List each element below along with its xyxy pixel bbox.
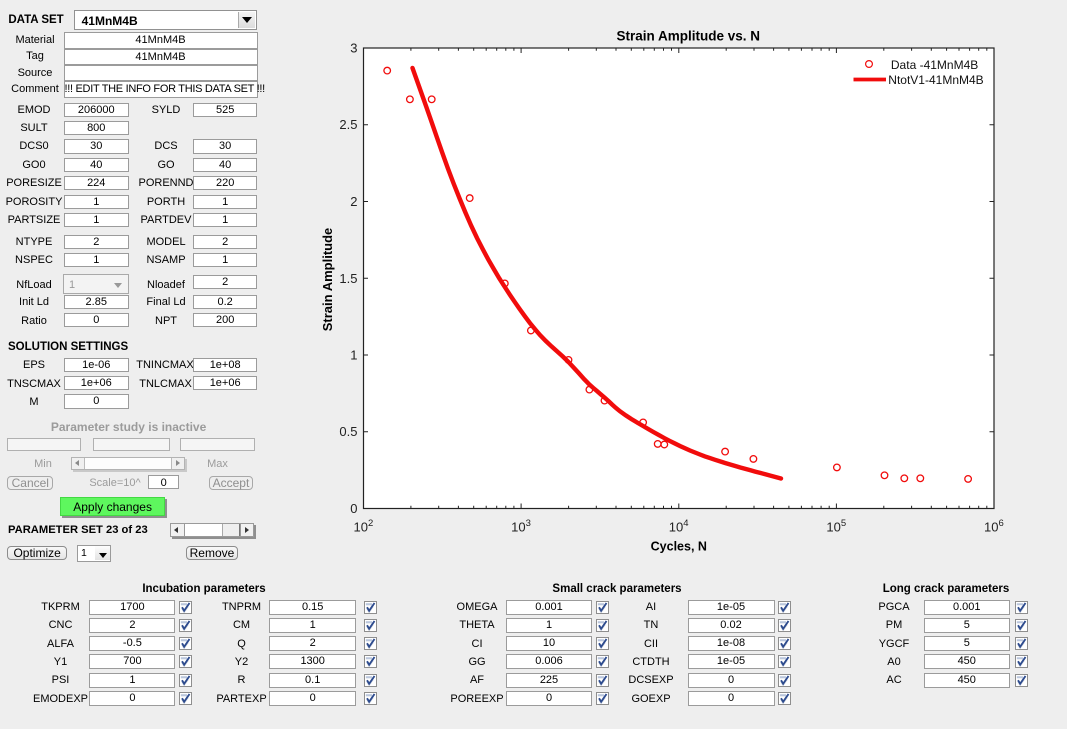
svg-text:104: 104: [669, 518, 689, 535]
svg-text:0: 0: [350, 501, 357, 516]
svg-text:3: 3: [350, 41, 357, 56]
svg-text:Strain Amplitude: Strain Amplitude: [320, 228, 335, 332]
svg-text:2.5: 2.5: [339, 117, 357, 132]
svg-text:Cycles, N: Cycles, N: [651, 540, 707, 554]
svg-text:1.5: 1.5: [339, 271, 357, 286]
svg-text:NtotV1-41MnM4B: NtotV1-41MnM4B: [888, 73, 983, 87]
svg-text:103: 103: [511, 518, 531, 535]
svg-text:0.5: 0.5: [339, 424, 357, 439]
svg-text:106: 106: [984, 518, 1004, 535]
svg-text:1: 1: [350, 348, 357, 363]
svg-text:Data -41MnM4B: Data -41MnM4B: [891, 58, 978, 72]
svg-text:105: 105: [826, 518, 846, 535]
svg-text:2: 2: [350, 194, 357, 209]
svg-text:Strain Amplitude vs. N: Strain Amplitude vs. N: [617, 29, 761, 44]
svg-text:102: 102: [354, 518, 374, 535]
